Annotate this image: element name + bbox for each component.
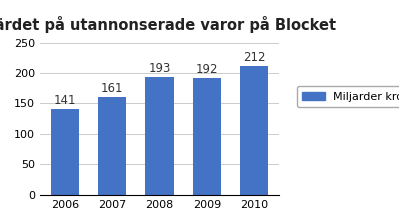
- Text: 193: 193: [148, 62, 171, 75]
- Text: Värdet på utannonserade varor på Blocket: Värdet på utannonserade varor på Blocket: [0, 16, 336, 33]
- Legend: Miljarder kronor: Miljarder kronor: [297, 86, 399, 107]
- Text: 161: 161: [101, 82, 124, 95]
- Bar: [51, 109, 79, 195]
- Text: 192: 192: [196, 63, 218, 76]
- Text: 212: 212: [243, 51, 265, 64]
- Text: 141: 141: [54, 94, 76, 107]
- Bar: [193, 78, 221, 195]
- Bar: [98, 97, 126, 195]
- Bar: [240, 66, 269, 195]
- Bar: [145, 77, 174, 195]
